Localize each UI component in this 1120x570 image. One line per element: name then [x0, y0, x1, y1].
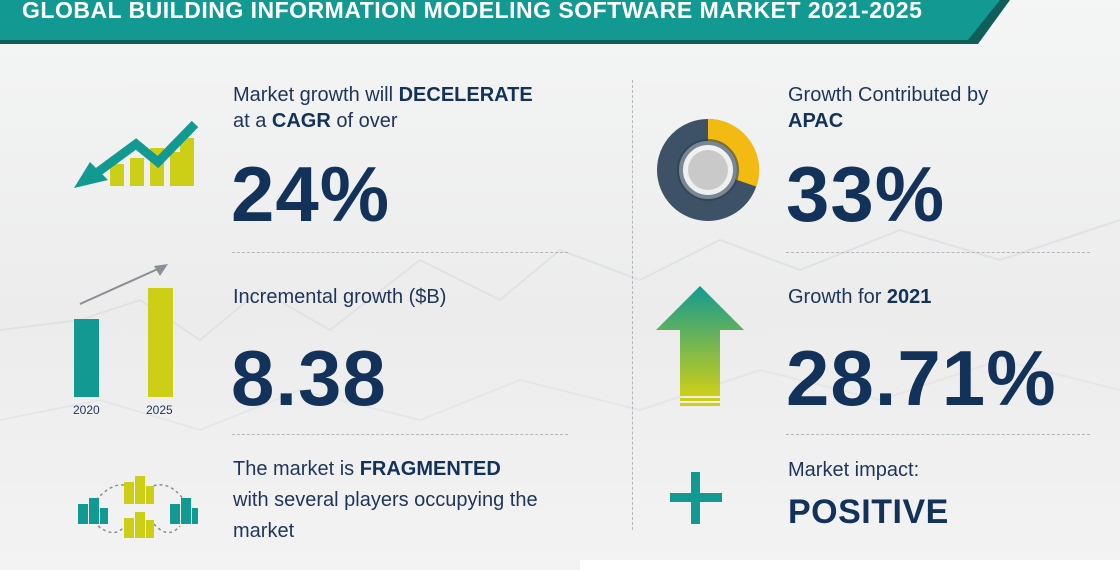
incremental-value: 8.38	[231, 334, 387, 422]
bottom-strip	[580, 560, 1120, 570]
cagr-text-suffix: of over	[330, 110, 398, 132]
yoy-label-prefix: Growth for	[788, 286, 887, 308]
cagr-value: 24%	[231, 150, 391, 238]
cagr-statement-line2: at a CAGR of over	[233, 108, 398, 134]
left-divider-1	[232, 252, 568, 253]
declining-trend-chart-icon	[74, 120, 199, 188]
market-structure-line3: market	[233, 520, 295, 542]
region-label-line1: Growth Contributed by	[788, 84, 989, 106]
market-structure-line1: The market is FRAGMENTED	[233, 456, 501, 482]
region-label-line2: APAC	[788, 108, 843, 134]
cagr-trend-word: DECELERATE	[398, 84, 533, 106]
header-banner: GLOBAL BUILDING INFORMATION MODELING SOF…	[0, 0, 1120, 46]
left-divider-2	[232, 434, 568, 435]
year-end-label: 2025	[146, 403, 173, 417]
right-divider-1	[786, 252, 1090, 253]
cagr-keyword: CAGR	[271, 110, 331, 132]
structure-keyword: FRAGMENTED	[359, 458, 501, 480]
up-arrow-icon	[656, 286, 744, 406]
growth-bar-chart-icon	[74, 264, 173, 397]
cagr-text-prefix: Market growth will	[233, 84, 399, 106]
incremental-label: Incremental growth ($B)	[233, 286, 447, 308]
year-start-label: 2020	[73, 403, 100, 417]
column-divider	[632, 80, 633, 530]
page-title: GLOBAL BUILDING INFORMATION MODELING SOF…	[22, 0, 923, 23]
right-divider-2	[786, 434, 1090, 435]
structure-text-prefix: The market is	[233, 458, 360, 480]
banner-shape	[0, 0, 1010, 44]
impact-value: POSITIVE	[788, 493, 949, 531]
market-structure-line2: with several players occupying the	[233, 489, 538, 511]
plus-icon	[670, 472, 722, 524]
yoy-year: 2021	[886, 286, 932, 308]
donut-chart-icon	[657, 118, 760, 221]
yoy-value: 28.71%	[786, 334, 1057, 422]
region-name: APAC	[788, 110, 844, 132]
impact-label: Market impact:	[788, 459, 920, 481]
yoy-label: Growth for 2021	[788, 284, 931, 310]
region-value: 33%	[786, 150, 946, 238]
cagr-text-prefix-2: at a	[233, 110, 272, 132]
connected-buildings-icon	[78, 476, 198, 538]
cagr-statement: Market growth will DECELERATE	[233, 82, 533, 108]
